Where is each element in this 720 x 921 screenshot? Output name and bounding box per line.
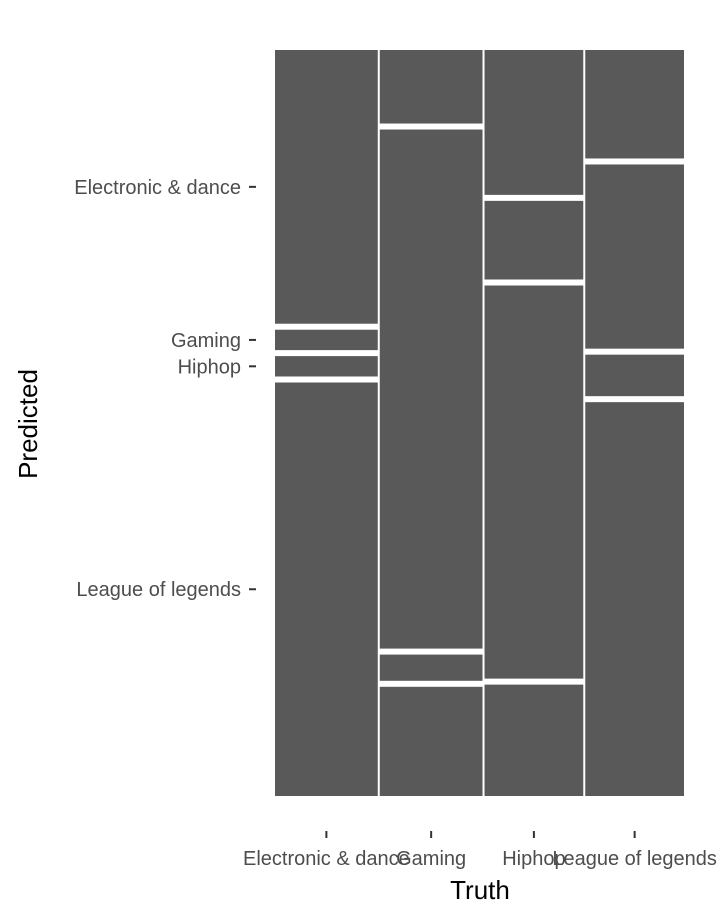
tile-electronic-and-dance-hiphop xyxy=(275,356,378,377)
y-axis-title: Predicted xyxy=(13,369,43,479)
tile-hiphop-electronic-and-dance xyxy=(484,50,584,195)
x-tick-label-electronic-and-dance: Electronic & dance xyxy=(243,848,410,870)
x-tick-label-league-of-legends: League of legends xyxy=(552,848,717,870)
tile-hiphop-hiphop xyxy=(484,285,584,679)
tile-electronic-and-dance-electronic-and-dance xyxy=(275,50,378,324)
y-tick-label-electronic-and-dance: Electronic & dance xyxy=(74,177,241,199)
tile-electronic-and-dance-league-of-legends xyxy=(275,382,378,796)
tile-league-of-legends-gaming xyxy=(585,164,684,349)
x-tick-label-hiphop: Hiphop xyxy=(502,848,565,870)
tile-league-of-legends-hiphop xyxy=(585,354,684,397)
y-axis: Electronic & dance Gaming Hiphop League of … xyxy=(74,177,256,601)
y-tick-label-hiphop: Hiphop xyxy=(178,356,241,378)
tile-hiphop-league-of-legends xyxy=(484,684,584,796)
plot-area xyxy=(275,50,684,796)
x-axis-title: Truth xyxy=(450,875,510,905)
tile-electronic-and-dance-gaming xyxy=(275,329,378,351)
tile-league-of-legends-electronic-and-dance xyxy=(585,50,684,159)
tile-hiphop-gaming xyxy=(484,200,584,280)
tile-league-of-legends-league-of-legends xyxy=(585,402,684,796)
y-tick-label-gaming: Gaming xyxy=(171,330,241,352)
y-tick-label-league-of-legends: League of legends xyxy=(76,579,241,601)
x-tick-label-gaming: Gaming xyxy=(396,848,466,870)
tile-gaming-electronic-and-dance xyxy=(379,50,483,124)
tile-gaming-league-of-legends xyxy=(379,686,483,796)
tile-gaming-hiphop xyxy=(379,654,483,681)
tile-gaming-gaming xyxy=(379,129,483,649)
